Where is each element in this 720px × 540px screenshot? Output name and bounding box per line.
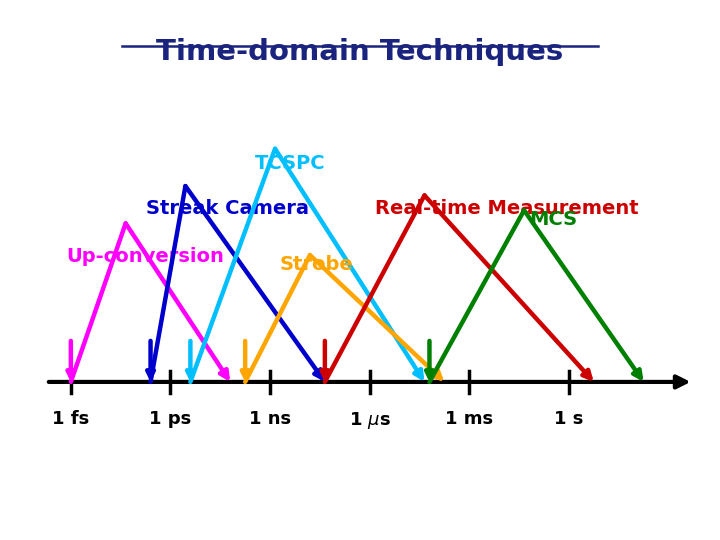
- Text: Streak Camera: Streak Camera: [145, 199, 309, 218]
- Text: 1 $\mu$s: 1 $\mu$s: [348, 410, 391, 431]
- Text: Strobe: Strobe: [280, 255, 354, 274]
- Text: 1 fs: 1 fs: [53, 410, 89, 428]
- Text: MCS: MCS: [529, 210, 577, 229]
- Text: 1 ps: 1 ps: [149, 410, 192, 428]
- Text: Up-conversion: Up-conversion: [66, 247, 224, 266]
- Text: 1 ms: 1 ms: [445, 410, 493, 428]
- Text: Time-domain Techniques: Time-domain Techniques: [156, 38, 564, 66]
- Text: Real-time Measurement: Real-time Measurement: [374, 199, 639, 218]
- Text: 1 s: 1 s: [554, 410, 584, 428]
- Text: TCSPC: TCSPC: [255, 154, 325, 173]
- Text: 1 ns: 1 ns: [249, 410, 291, 428]
